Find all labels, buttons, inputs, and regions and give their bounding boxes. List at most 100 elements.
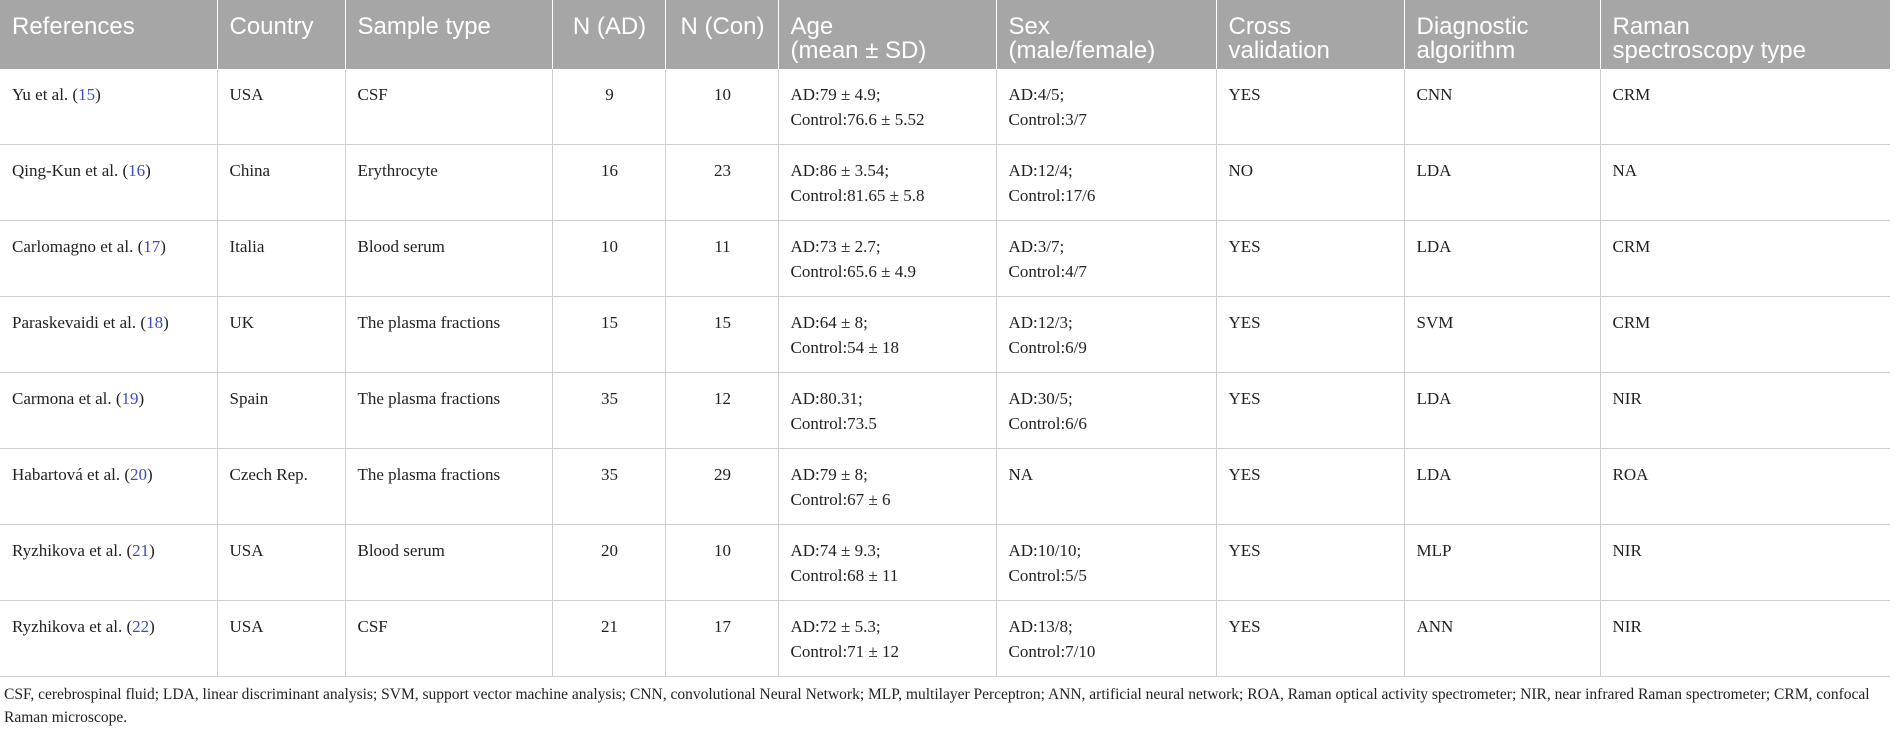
sex-ad: AD:30/5; (1008, 389, 1073, 408)
reference-close-paren: ) (149, 617, 155, 636)
table-row: Paraskevaidi et al. (18) UK The plasma fra… (0, 296, 1890, 373)
cell-sample-type: The plasma fractions (345, 372, 553, 449)
cell-sample-type: Erythrocyte (345, 144, 553, 221)
reference-citation-link[interactable]: 22 (132, 617, 150, 636)
sex-control: Control:7/10 (1008, 642, 1096, 661)
cell-cross-validation-value: YES (1228, 237, 1261, 256)
reference-citation-link[interactable]: 21 (132, 541, 150, 560)
reference-author: Qing-Kun et al. ( (12, 161, 129, 180)
cell-n-con-value: 15 (714, 313, 731, 332)
table-footnote: CSF, cerebrospinal fluid; LDA, linear di… (4, 686, 1870, 726)
cell-n-ad-value: 16 (601, 161, 618, 180)
column-header: Sample type (345, 0, 553, 69)
cell-n-ad: 21 (552, 600, 666, 677)
column-header: N (AD) (552, 0, 666, 69)
column-header-label: References (12, 13, 135, 40)
age-control: Control:68 ± 11 (790, 566, 899, 585)
cell-n-con: 15 (665, 296, 779, 373)
cell-country: USA (217, 600, 346, 677)
cell-diagnostic-algorithm: MLP (1404, 524, 1601, 601)
table-body: Yu et al. (15) USA CSF 9 10 AD:79 ± 4.9; Contr… (0, 69, 1890, 677)
cell-country: USA (217, 524, 346, 601)
cell-cross-validation: YES (1216, 524, 1405, 601)
reference-citation-link[interactable]: 18 (146, 313, 164, 332)
reference-citation-link[interactable]: 19 (121, 389, 139, 408)
column-header: Age (mean ± SD) (778, 0, 997, 69)
cell-sample-type-value: The plasma fractions (357, 389, 501, 408)
cell-sample-type: Blood serum (345, 220, 553, 297)
cell-diagnostic-algorithm: SVM (1404, 296, 1601, 373)
cell-sample-type-value: CSF (357, 85, 388, 104)
cell-sex: AD:12/3; Control:6/9 (996, 296, 1217, 373)
reference-citation-link[interactable]: 15 (78, 85, 96, 104)
cell-country: Spain (217, 372, 346, 449)
cell-age: AD:79 ± 8; Control:67 ± 6 (778, 448, 997, 525)
column-header-label: N (Con) (680, 13, 765, 40)
cell-raman-type-value: CRM (1612, 85, 1651, 104)
cell-raman-type-value: CRM (1612, 313, 1651, 332)
cell-n-con-value: 29 (714, 465, 731, 484)
cell-sample-type: The plasma fractions (345, 296, 553, 373)
cell-sex: AD:30/5; Control:6/6 (996, 372, 1217, 449)
sex-control: Control:6/9 (1008, 338, 1087, 357)
sex-ad: AD:4/5; (1008, 85, 1065, 104)
reference-close-paren: ) (138, 389, 145, 408)
cell-raman-type-value: ROA (1612, 465, 1649, 484)
cell-raman-type-value: CRM (1612, 237, 1651, 256)
cell-country-value: China (229, 161, 271, 180)
sex-control: Control:17/6 (1008, 186, 1096, 205)
cell-n-con: 12 (665, 372, 779, 449)
cell-sample-type-value: Erythrocyte (357, 161, 438, 180)
cell-age: AD:72 ± 5.3; Control:71 ± 12 (778, 600, 997, 677)
cell-sample-type-value: The plasma fractions (357, 313, 501, 332)
cell-n-ad-value: 35 (601, 389, 618, 408)
header-row: References Country Sample type N (AD) N (Con… (0, 0, 1890, 69)
cell-sample-type-value: Blood serum (357, 237, 445, 256)
cell-raman-type-value: NIR (1612, 389, 1642, 408)
cell-diagnostic-algorithm-value: LDA (1416, 389, 1452, 408)
sex-ad: AD:12/3; (1008, 313, 1073, 332)
column-header-label: Age (790, 13, 834, 40)
age-ad: AD:79 ± 8; (790, 465, 868, 484)
column-header: Raman spectroscopy type (1600, 0, 1890, 69)
cell-cross-validation: YES (1216, 448, 1405, 525)
cell-country: UK (217, 296, 346, 373)
reference-citation-link[interactable]: 16 (128, 161, 146, 180)
cell-n-ad-value: 35 (601, 465, 618, 484)
cell-sample-type: The plasma fractions (345, 448, 553, 525)
reference-author: Yu et al. ( (12, 85, 79, 104)
cell-country-value: Czech Rep. (229, 465, 308, 484)
column-header-label: Raman (1612, 13, 1690, 40)
reference-citation-link[interactable]: 20 (130, 465, 147, 484)
cell-reference: Ryzhikova et al. (21) (0, 524, 218, 601)
cell-age: AD:79 ± 4.9; Control:76.6 ± 5.52 (778, 69, 997, 145)
cell-country: Czech Rep. (217, 448, 346, 525)
cell-n-con: 29 (665, 448, 779, 525)
cell-reference: Carmona et al. (19) (0, 372, 218, 449)
cell-diagnostic-algorithm: LDA (1404, 448, 1601, 525)
age-control: Control:65.6 ± 4.9 (790, 262, 917, 281)
reference-close-paren: ) (145, 161, 151, 180)
age-control: Control:71 ± 12 (790, 642, 900, 661)
cell-cross-validation-value: YES (1228, 617, 1261, 636)
cell-raman-type: NIR (1600, 524, 1890, 601)
age-ad: AD:80.31; (790, 389, 863, 408)
cell-raman-type: CRM (1600, 220, 1890, 297)
cell-cross-validation: YES (1216, 220, 1405, 297)
cell-n-ad: 35 (552, 372, 666, 449)
column-header-label: N (AD) (572, 13, 647, 40)
cell-sex: AD:4/5; Control:3/7 (996, 69, 1217, 145)
column-header-label: spectroscopy type (1612, 37, 1806, 64)
cell-n-con-value: 23 (714, 161, 731, 180)
cell-country: China (217, 144, 346, 221)
cell-diagnostic-algorithm-value: LDA (1416, 237, 1452, 256)
column-header: Country (217, 0, 346, 69)
age-ad: AD:72 ± 5.3; (790, 617, 881, 636)
sex-control: Control:4/7 (1008, 262, 1087, 281)
reference-citation-link[interactable]: 17 (143, 237, 161, 256)
reference-close-paren: ) (163, 313, 169, 332)
cell-raman-type-value: NA (1612, 161, 1638, 180)
column-header-label: Sample type (357, 13, 491, 40)
age-ad: AD:74 ± 9.3; (790, 541, 881, 560)
cell-n-ad: 10 (552, 220, 666, 297)
